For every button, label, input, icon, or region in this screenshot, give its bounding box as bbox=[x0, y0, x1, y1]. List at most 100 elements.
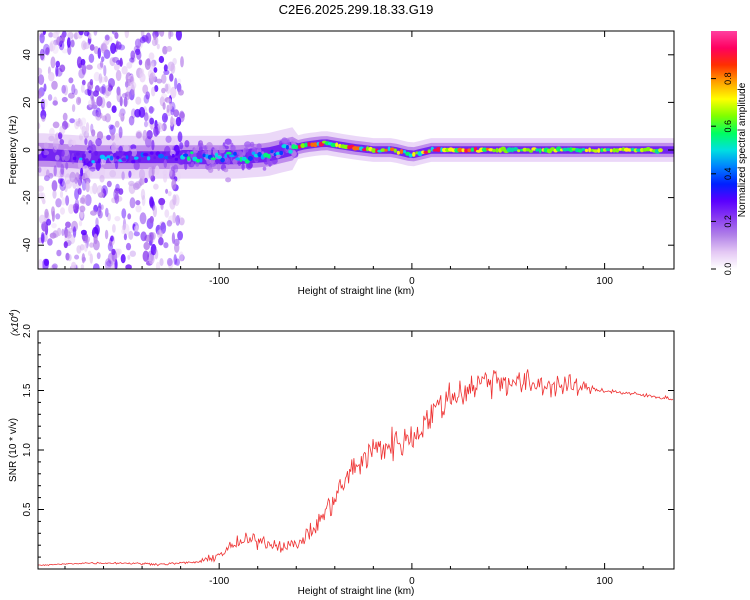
spectrogram-noise-mark bbox=[151, 139, 155, 151]
spectrogram-noise-mark bbox=[100, 204, 104, 210]
spectrogram-noise-mark bbox=[106, 101, 112, 109]
snr-axes: -100 0 100 0.5 1.0 1.5 2.0 bbox=[22, 324, 674, 587]
spectrogram-noise-mark bbox=[106, 134, 112, 141]
spectrogram-noise-mark bbox=[163, 64, 168, 72]
spectrogram-noise-mark bbox=[93, 46, 99, 55]
spectrogram-noise-mark bbox=[78, 68, 85, 79]
spectrogram-noise-mark bbox=[166, 257, 173, 267]
spectrogram-signal-mark bbox=[597, 148, 601, 153]
spectrogram-noise-mark bbox=[51, 180, 58, 192]
spectrogram-signal-mark bbox=[300, 143, 306, 149]
spectrogram-noise-mark bbox=[130, 50, 136, 60]
spectrogram-noise-mark bbox=[175, 215, 180, 226]
spectrogram-noise-mark bbox=[170, 63, 176, 74]
spectrogram-signal-mark bbox=[285, 145, 289, 150]
spectrogram-xtick-label: -100 bbox=[209, 276, 229, 287]
spectrogram-signal-mark bbox=[506, 147, 513, 153]
spectrogram-noise-mark bbox=[180, 56, 184, 68]
spectrogram-noise-mark bbox=[118, 188, 124, 195]
spectrogram-noise-mark bbox=[38, 74, 45, 86]
spectrogram-noise-mark bbox=[138, 178, 146, 185]
spectrogram-noise-mark bbox=[149, 106, 155, 113]
spectrogram-axes: -100 0 100 -40 -20 0 20 40 bbox=[22, 31, 674, 287]
spectrogram-noise-mark bbox=[256, 143, 262, 150]
spectrogram-noise-mark bbox=[71, 261, 77, 269]
spectrogram-signal-mark bbox=[190, 151, 194, 155]
spectrogram-noise-mark bbox=[140, 231, 147, 242]
spectrogram-noise-mark bbox=[67, 227, 74, 234]
spectrogram-signal-mark bbox=[220, 157, 225, 163]
spectrogram-noise-mark bbox=[92, 182, 98, 195]
spectrogram-xlabel: Height of straight line (km) bbox=[298, 286, 415, 297]
spectrogram-noise-mark bbox=[190, 161, 195, 167]
spectrogram-noise-mark bbox=[121, 224, 126, 230]
spectrogram-noise-mark bbox=[184, 162, 188, 170]
spectrogram-noise-mark bbox=[129, 81, 137, 90]
spectrogram-noise-mark bbox=[48, 71, 55, 82]
spectrogram-signal-mark bbox=[535, 148, 540, 152]
colorbar-tick-label: 0.2 bbox=[723, 215, 733, 228]
spectrogram-noise-mark bbox=[52, 263, 58, 269]
spectrogram-noise-mark bbox=[134, 225, 139, 232]
spectrogram-signal-mark bbox=[85, 158, 89, 164]
spectrogram-noise-mark bbox=[154, 85, 159, 92]
spectrogram-noise-mark bbox=[159, 31, 165, 37]
spectrogram-noise-mark bbox=[95, 160, 101, 171]
spectrogram-noise-mark bbox=[155, 261, 161, 269]
spectrogram-noise-mark bbox=[59, 139, 65, 145]
spectrogram-noise-mark bbox=[100, 42, 107, 54]
spectrogram-noise-mark bbox=[114, 193, 120, 204]
spectrogram-noise-mark bbox=[225, 177, 232, 183]
spectrogram-noise-mark bbox=[63, 150, 71, 162]
spectrogram-noise-mark bbox=[136, 131, 142, 139]
spectrogram-signal-mark bbox=[137, 158, 142, 162]
spectrogram-noise-mark bbox=[153, 67, 158, 73]
spectrogram-signal-mark bbox=[186, 156, 191, 161]
spectrogram-noise-mark bbox=[106, 180, 112, 188]
spectrogram-noise-mark bbox=[87, 170, 93, 177]
spectrogram-signal-mark bbox=[142, 152, 149, 157]
spectrogram-noise-mark bbox=[87, 161, 93, 167]
spectrogram-noise-mark bbox=[61, 96, 68, 103]
spectrogram-noise-mark bbox=[120, 254, 126, 264]
spectrogram-noise-mark bbox=[122, 218, 127, 231]
spectrogram-noise-mark bbox=[154, 249, 159, 260]
spectrogram-noise-mark bbox=[95, 111, 102, 121]
spectrogram-noise-mark bbox=[62, 179, 67, 187]
spectrogram-noise-mark bbox=[52, 100, 58, 106]
spectrogram-signal-mark bbox=[423, 150, 430, 154]
spectrogram-noise-mark bbox=[175, 116, 182, 127]
spectrogram-noise-mark bbox=[149, 196, 154, 207]
spectrogram-noise-mark bbox=[164, 83, 169, 92]
spectrogram-noise-mark bbox=[66, 37, 71, 48]
spectrogram-noise-mark bbox=[267, 160, 273, 167]
spectrogram-noise-mark bbox=[61, 84, 66, 94]
spectrogram-noise-mark bbox=[134, 38, 142, 49]
spectrogram-signal-mark bbox=[330, 142, 337, 148]
spectrogram-signal-mark bbox=[312, 142, 318, 148]
spectrogram-noise-mark bbox=[155, 165, 160, 176]
spectrogram-noise-mark bbox=[82, 42, 90, 50]
spectrogram-noise-mark bbox=[140, 175, 145, 185]
spectrogram-signal-mark bbox=[167, 155, 173, 159]
spectrogram-noise-mark bbox=[206, 142, 213, 150]
spectrogram-noise-mark bbox=[96, 96, 103, 107]
spectrogram-noise-mark bbox=[91, 96, 95, 108]
spectrogram-noise-mark bbox=[104, 258, 112, 269]
spectrogram-signal-mark bbox=[390, 147, 395, 152]
spectrogram-noise-mark bbox=[94, 224, 100, 236]
spectrogram-noise-mark bbox=[128, 230, 134, 240]
spectrogram-noise-mark bbox=[140, 188, 146, 201]
spectrogram-noise-mark bbox=[118, 126, 123, 139]
spectrogram-signal-mark bbox=[267, 153, 271, 159]
spectrogram-noise-mark bbox=[76, 178, 82, 191]
spectrogram-signal-mark bbox=[134, 156, 139, 160]
spectrogram-noise-mark bbox=[172, 211, 176, 224]
spectrogram-noise-mark bbox=[241, 163, 245, 171]
spectrogram-noise-mark bbox=[142, 84, 149, 94]
spectrogram-noise-mark bbox=[290, 139, 296, 145]
spectrogram-noise-mark bbox=[178, 217, 185, 226]
spectrogram-noise-mark bbox=[163, 159, 167, 169]
spectrogram-xtick-label: 100 bbox=[596, 276, 613, 287]
spectrogram-signal-mark bbox=[103, 156, 108, 161]
